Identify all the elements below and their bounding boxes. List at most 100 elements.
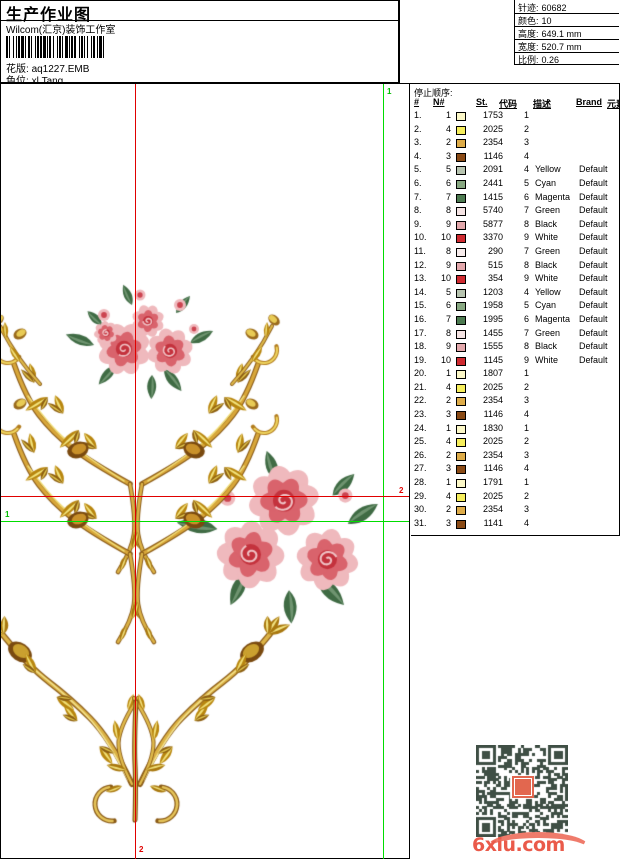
row-needle-number: 9: [445, 218, 451, 229]
row-description: Black: [535, 259, 558, 270]
color-swatch[interactable]: [456, 207, 466, 217]
guide-line-vertical-green: [383, 84, 384, 859]
color-swatch[interactable]: [456, 451, 466, 461]
table-row[interactable]: 7. 7 1415 6 Magenta Default: [411, 192, 619, 206]
table-row[interactable]: 20. 1 1807 1: [411, 368, 619, 382]
info-separator: [514, 26, 619, 27]
row-stitch-count: 515: [487, 259, 503, 270]
col-header-index: #: [414, 97, 420, 107]
table-row[interactable]: 24. 1 1830 1: [411, 423, 619, 437]
table-row[interactable]: 29. 4 2025 2: [411, 491, 619, 505]
table-row[interactable]: 25. 4 2025 2: [411, 436, 619, 450]
header-bottom-rule: [0, 83, 620, 84]
color-swatch[interactable]: [456, 288, 466, 298]
row-description: Magenta: [535, 191, 571, 202]
table-row[interactable]: 15. 6 1958 5 Cyan Default: [411, 300, 619, 314]
row-brand: Default: [579, 218, 608, 229]
row-description: White: [535, 232, 559, 243]
table-row[interactable]: 30. 2 2354 3: [411, 504, 619, 518]
color-swatch[interactable]: [456, 302, 466, 312]
table-row[interactable]: 17. 8 1455 7 Green Default: [411, 328, 619, 342]
row-code: 4: [523, 463, 529, 474]
color-swatch[interactable]: [456, 479, 466, 489]
row-code: 4: [523, 517, 529, 528]
table-row[interactable]: 6. 6 2441 5 Cyan Default: [411, 178, 619, 192]
table-row[interactable]: 14. 5 1203 4 Yellow Default: [411, 287, 619, 301]
table-row[interactable]: 3. 2 2354 3: [411, 137, 619, 151]
table-row[interactable]: 4. 3 1146 4: [411, 151, 619, 165]
color-swatch[interactable]: [456, 234, 466, 244]
color-swatch[interactable]: [456, 152, 466, 162]
color-swatch[interactable]: [456, 519, 466, 529]
color-swatch[interactable]: [456, 220, 466, 230]
table-row[interactable]: 16. 7 1995 6 Magenta Default: [411, 314, 619, 328]
color-swatch[interactable]: [456, 139, 466, 149]
color-swatch[interactable]: [456, 438, 466, 448]
table-row[interactable]: 26. 2 2354 3: [411, 450, 619, 464]
table-row[interactable]: 10. 10 3370 9 White Default: [411, 232, 619, 246]
color-swatch[interactable]: [456, 343, 466, 353]
table-row[interactable]: 18. 9 1555 8 Black Default: [411, 341, 619, 355]
site-logo[interactable]: 6xiu.com: [472, 832, 592, 856]
table-row[interactable]: 9. 9 5877 8 Black Default: [411, 219, 619, 233]
row-index: 23.: [414, 409, 427, 420]
row-brand: Default: [579, 313, 608, 324]
color-swatch[interactable]: [456, 261, 466, 271]
color-swatch[interactable]: [456, 166, 466, 176]
color-swatch[interactable]: [456, 383, 466, 393]
color-swatch[interactable]: [456, 179, 466, 189]
row-description: Green: [535, 245, 561, 256]
row-index: 8.: [414, 205, 422, 216]
row-code: 7: [523, 245, 529, 256]
table-row[interactable]: 5. 5 2091 4 Yellow Default: [411, 164, 619, 178]
color-swatch[interactable]: [456, 411, 466, 421]
color-swatch[interactable]: [456, 370, 466, 380]
color-swatch[interactable]: [456, 424, 466, 434]
color-swatch[interactable]: [456, 275, 466, 285]
color-swatch[interactable]: [456, 492, 466, 502]
row-index: 15.: [414, 300, 427, 311]
row-index: 5.: [414, 164, 422, 175]
table-row[interactable]: 8. 8 5740 7 Green Default: [411, 205, 619, 219]
color-swatch[interactable]: [456, 356, 466, 366]
table-row[interactable]: 13. 10 354 9 White Default: [411, 273, 619, 287]
guide-label-horizontal-red: 2: [399, 486, 404, 495]
table-row[interactable]: 12. 9 515 8 Black Default: [411, 260, 619, 274]
table-row[interactable]: 31. 3 1141 4: [411, 518, 619, 532]
table-row[interactable]: 28. 1 1791 1: [411, 477, 619, 491]
color-swatch[interactable]: [456, 112, 466, 121]
info-value: 0.26: [541, 55, 560, 65]
table-row[interactable]: 22. 2 2354 3: [411, 395, 619, 409]
table-row[interactable]: 21. 4 2025 2: [411, 382, 619, 396]
row-stitch-count: 1146: [483, 463, 503, 474]
header-border: [0, 0, 399, 83]
color-swatch[interactable]: [456, 465, 466, 475]
color-swatch[interactable]: [456, 506, 466, 516]
row-needle-number: 9: [445, 259, 451, 270]
row-code: 1: [523, 422, 529, 433]
design-canvas[interactable]: [0, 84, 410, 859]
table-row[interactable]: 19. 10 1145 9 White Default: [411, 355, 619, 369]
color-swatch[interactable]: [456, 247, 466, 257]
row-stitch-count: 2354: [482, 449, 503, 460]
table-row[interactable]: 27. 3 1146 4: [411, 463, 619, 477]
color-swatch[interactable]: [456, 315, 466, 325]
row-needle-number: 1: [445, 368, 451, 379]
table-row[interactable]: 11. 8 290 7 Green Default: [411, 246, 619, 260]
row-needle-number: 1: [445, 422, 451, 433]
row-needle-number: 3: [445, 150, 451, 161]
row-index: 13.: [414, 273, 427, 284]
guide-line-vertical-red: [135, 84, 136, 859]
row-code: 5: [523, 300, 529, 311]
color-swatch[interactable]: [456, 329, 466, 339]
info-label: 高度:: [518, 29, 539, 39]
table-header-row: # N# St. 代码 描述 Brand 元素: [411, 97, 620, 110]
color-swatch[interactable]: [456, 125, 466, 135]
color-swatch[interactable]: [456, 193, 466, 203]
color-swatch[interactable]: [456, 397, 466, 407]
table-row[interactable]: 23. 3 1146 4: [411, 409, 619, 423]
row-brand: Default: [579, 232, 608, 243]
col-header-description: 描述: [533, 99, 552, 109]
table-row[interactable]: 1. 1 1753 1: [411, 110, 619, 124]
table-row[interactable]: 2. 4 2025 2: [411, 124, 619, 138]
